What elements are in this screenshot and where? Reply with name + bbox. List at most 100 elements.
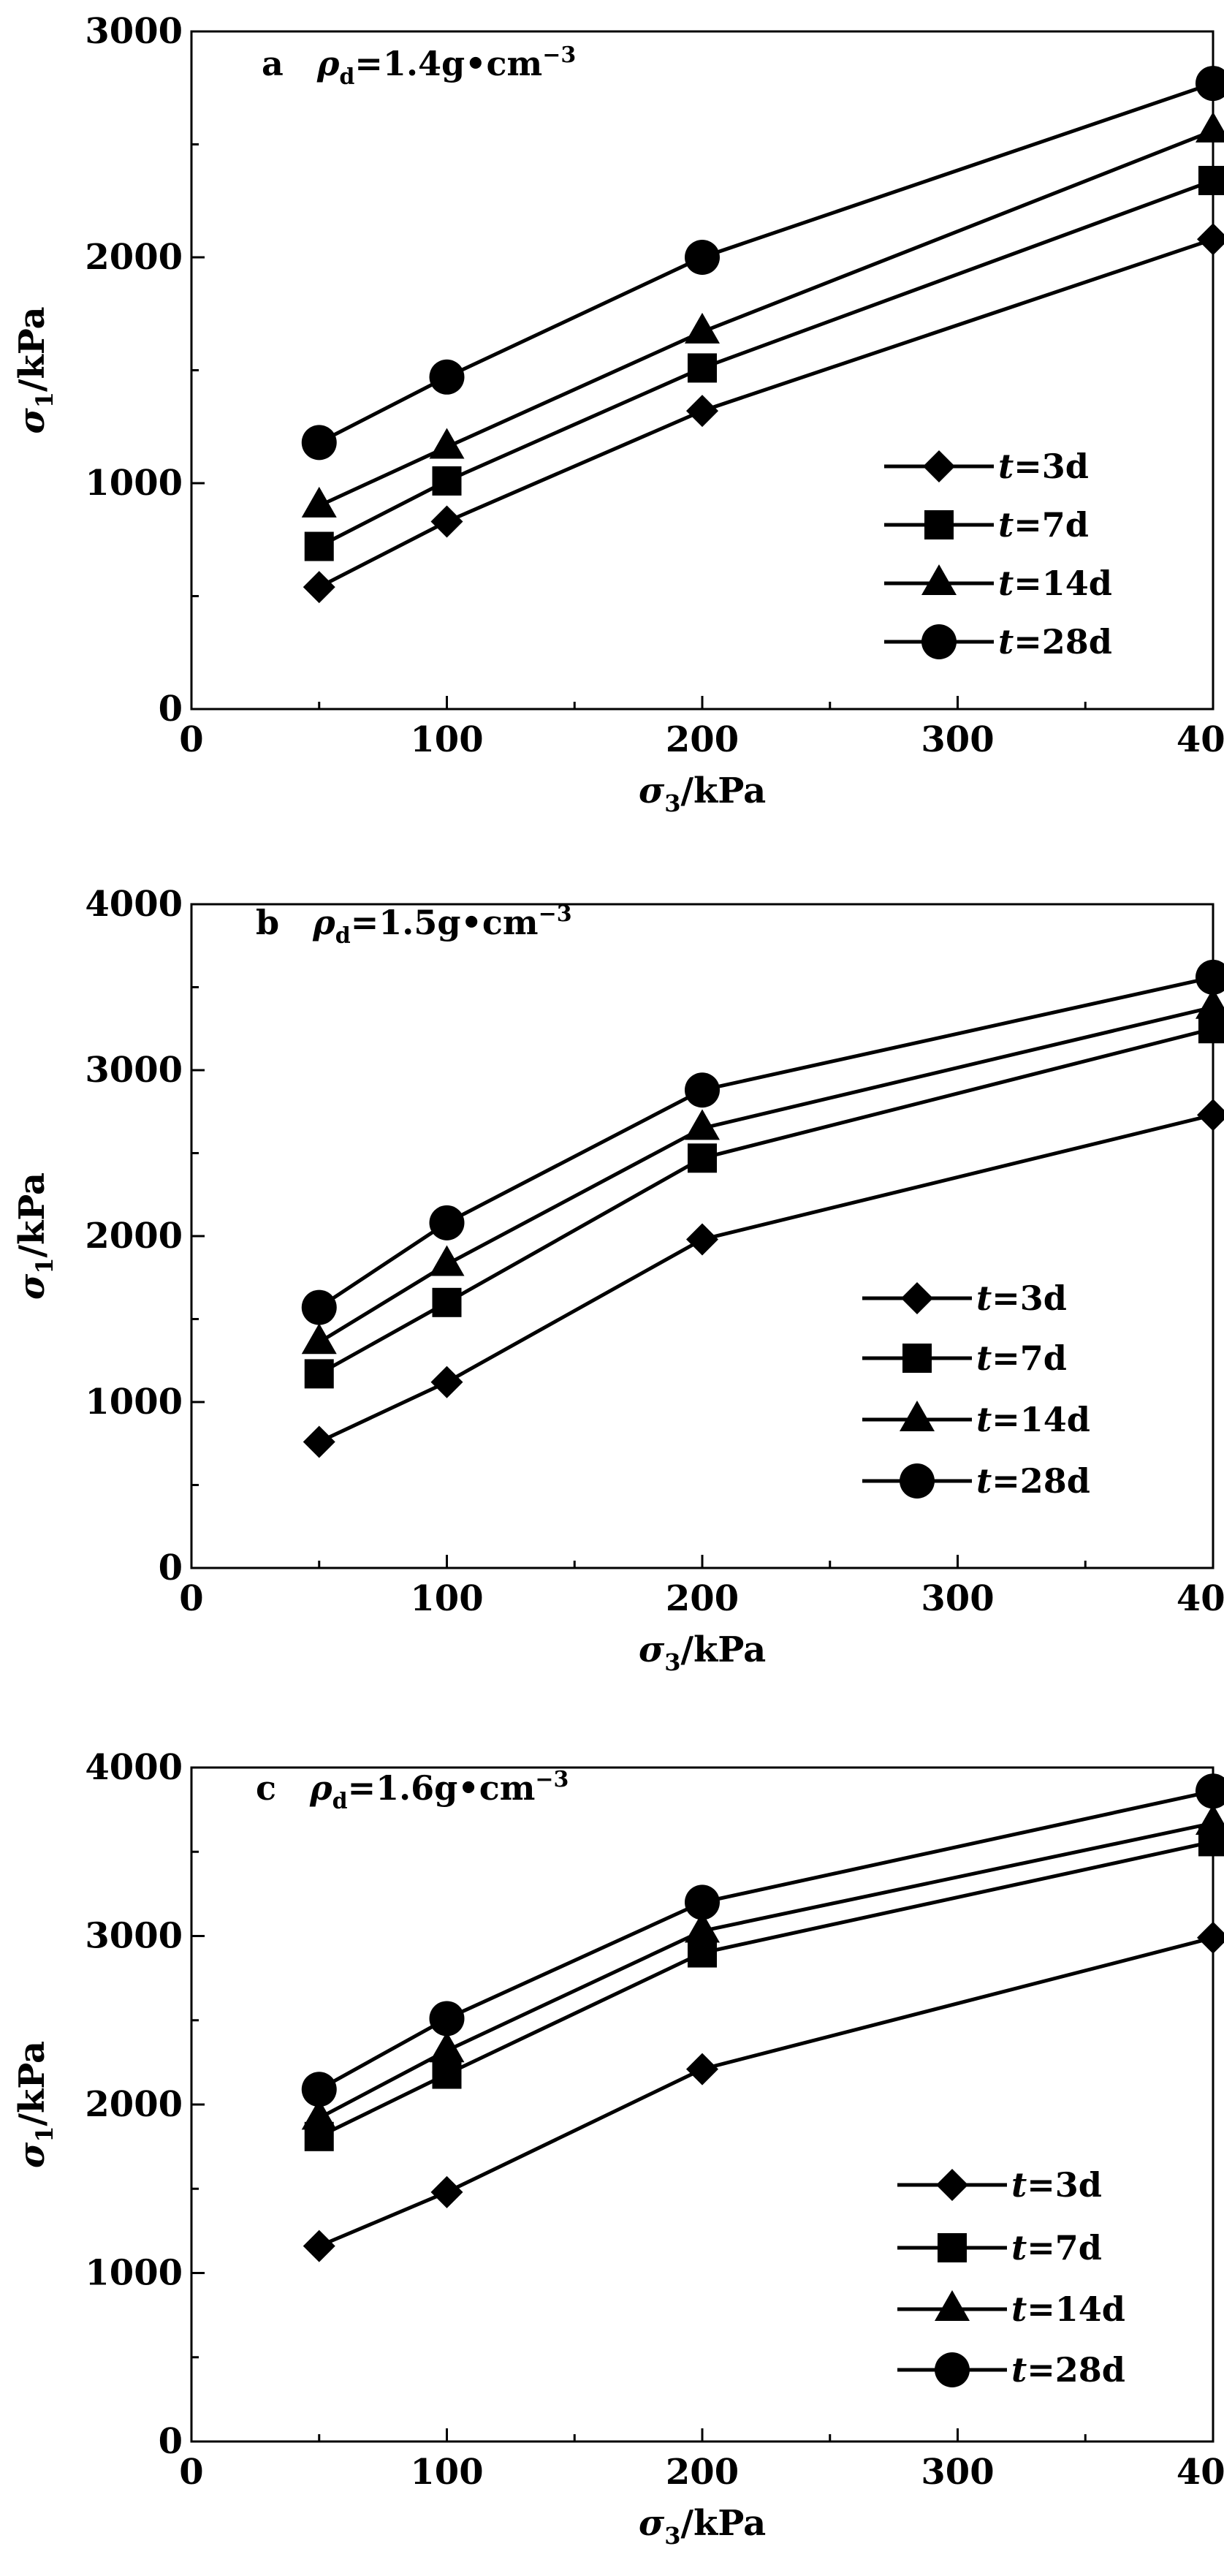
- y-axis-symbol: σ: [12, 408, 53, 434]
- panel-density-exponent: −3: [535, 1767, 569, 1792]
- legend-symbol: t: [998, 447, 1014, 486]
- data-point: [430, 505, 463, 538]
- x-axis-title: σ3/kPa: [639, 2503, 766, 2550]
- x-axis-subscript: 3: [664, 2522, 680, 2550]
- legend-value: =3d: [1027, 2165, 1102, 2205]
- y-tick-label: 4000: [85, 884, 183, 925]
- data-point: [1196, 988, 1224, 1019]
- panel-label: c ρd=1.6g•cm−3: [256, 1767, 569, 1814]
- legend-label: t=3d: [998, 447, 1089, 486]
- panel-density: =1.6g•cm: [348, 1768, 536, 1808]
- legend-label: t=14d: [1011, 2289, 1125, 2329]
- x-tick-label: 100: [410, 719, 483, 760]
- legend-value: =28d: [1027, 2350, 1125, 2390]
- data-point: [432, 1287, 462, 1317]
- chart-panel-b: 010020030040001000200030004000σ3/kPaσ1/k…: [12, 884, 1224, 1676]
- data-point: [1196, 111, 1224, 143]
- data-point: [688, 1143, 717, 1173]
- y-tick-label: 3000: [85, 11, 183, 52]
- data-point: [1197, 223, 1224, 256]
- legend-marker: [924, 510, 954, 539]
- data-point: [1196, 1773, 1224, 1809]
- y-axis-unit: /kPa: [12, 306, 53, 392]
- x-tick-label: 400: [1177, 2452, 1224, 2493]
- x-axis-symbol: σ: [639, 2503, 665, 2544]
- series-line: [318, 81, 1214, 444]
- data-point: [1197, 1921, 1224, 1954]
- legend-marker: [901, 1282, 933, 1314]
- y-tick-label: 1000: [85, 463, 183, 504]
- data-point: [1196, 66, 1224, 102]
- panel-density: =1.5g•cm: [351, 903, 539, 942]
- legend-label: t=28d: [998, 622, 1112, 662]
- y-axis-title: σ1/kPa: [12, 1173, 58, 1300]
- series-line: [318, 1113, 1214, 1444]
- legend-symbol: t: [976, 1400, 992, 1439]
- data-point: [1198, 165, 1224, 195]
- legend-marker: [900, 1463, 935, 1499]
- legend-value: =3d: [992, 1278, 1067, 1318]
- legend-symbol: t: [1011, 2165, 1027, 2205]
- legend-value: =14d: [1014, 564, 1112, 603]
- data-point: [685, 240, 720, 275]
- x-axis-subscript: 3: [664, 789, 680, 817]
- legend-label: t=14d: [976, 1400, 1090, 1439]
- chart-panel-a: 01002003004000100020003000σ3/kPaσ1/kPaaρ…: [12, 11, 1224, 817]
- series-t=7d: [304, 1014, 1224, 1389]
- legend-value: =7d: [992, 1338, 1067, 1378]
- data-point: [686, 395, 718, 428]
- panel-rho: ρ: [309, 1768, 332, 1808]
- series-t=28d: [301, 66, 1224, 461]
- legend-symbol: t: [976, 1338, 992, 1378]
- data-point: [301, 2099, 337, 2130]
- y-tick-label: 2000: [85, 1216, 183, 1257]
- data-point: [430, 2175, 463, 2208]
- data-point: [429, 2031, 465, 2063]
- y-tick-label: 0: [159, 2421, 183, 2462]
- data-point: [432, 466, 462, 496]
- y-tick-label: 4000: [85, 1747, 183, 1788]
- y-axis-symbol: σ: [12, 2142, 53, 2168]
- x-tick-label: 100: [410, 2452, 483, 2493]
- x-axis-title: σ3/kPa: [639, 1629, 766, 1676]
- data-point: [429, 1205, 465, 1240]
- panel-label: a ρd=1.4g•cm−3: [262, 42, 576, 90]
- panel-letter: c: [256, 1768, 276, 1808]
- y-tick-label: 3000: [85, 1916, 183, 1957]
- data-point: [430, 1365, 463, 1398]
- data-point: [301, 486, 337, 518]
- panel-rho-subscript: d: [335, 923, 351, 949]
- y-tick-label: 0: [159, 689, 183, 730]
- series-t=7d: [304, 1827, 1224, 2151]
- legend-label: t=7d: [998, 505, 1089, 545]
- legend-label: t=7d: [976, 1338, 1067, 1378]
- legend-marker: [936, 2169, 968, 2201]
- data-point: [432, 2059, 462, 2089]
- panel-rho-subscript: d: [332, 1789, 348, 1814]
- data-point: [303, 571, 335, 604]
- y-axis-subscript: 1: [31, 392, 58, 408]
- legend-marker: [902, 1344, 932, 1373]
- legend-symbol: t: [998, 564, 1014, 603]
- legend-value: =14d: [1027, 2289, 1125, 2329]
- x-tick-label: 100: [410, 1578, 483, 1619]
- data-point: [429, 1245, 465, 1276]
- legend-label: t=7d: [1011, 2228, 1102, 2268]
- series-line: [318, 975, 1214, 1309]
- data-point: [688, 1938, 717, 1968]
- x-tick-label: 200: [666, 2452, 739, 2493]
- y-tick-label: 2000: [85, 2084, 183, 2125]
- data-point: [686, 1223, 718, 1256]
- panel-rho: ρ: [312, 903, 335, 942]
- legend-label: t=3d: [976, 1278, 1067, 1318]
- x-tick-label: 200: [666, 719, 739, 760]
- legend-marker: [921, 564, 957, 595]
- legend-label: t=3d: [1011, 2165, 1102, 2205]
- panel-rho: ρ: [316, 44, 340, 83]
- x-axis-unit: /kPa: [680, 770, 766, 811]
- y-axis-symbol: σ: [12, 1273, 53, 1300]
- legend-symbol: t: [976, 1278, 992, 1318]
- y-axis-unit: /kPa: [12, 1173, 53, 1258]
